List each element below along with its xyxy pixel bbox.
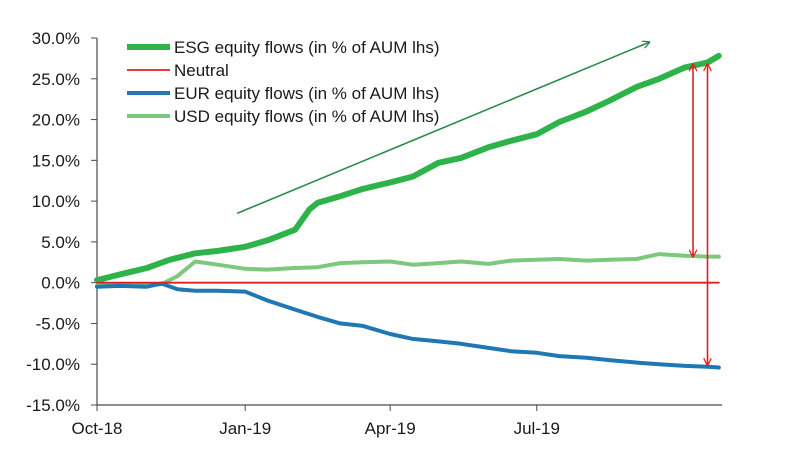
y-tick-label: 10.0% [32, 192, 80, 211]
y-tick-label: 5.0% [41, 233, 80, 252]
y-tick-label: 30.0% [32, 29, 80, 48]
legend: ESG equity flows (in % of AUM lhs) Neutra… [127, 38, 439, 126]
series-line-2 [95, 281, 721, 370]
x-tick-label: Jul-19 [514, 419, 560, 438]
legend-label-1: Neutral [174, 61, 229, 80]
x-tick-label: Jan-19 [219, 419, 271, 438]
plot-area [94, 52, 722, 370]
legend-label-3: USD equity flows (in % of AUM lhs) [174, 107, 439, 126]
x-tick-label: Oct-18 [71, 419, 122, 438]
x-axis: Oct-18 Jan-19 Apr-19 Jul-19 [71, 404, 722, 438]
trend-arrow [236, 42, 649, 215]
annotations [236, 42, 707, 365]
y-tick-label: -15.0% [26, 396, 80, 415]
y-axis: 30.0% 25.0% 20.0% 15.0% 10.0% 5.0% 0.0% -5.0% -1… [26, 29, 98, 415]
series-line-0 [94, 52, 722, 284]
y-tick-label: -5.0% [36, 314, 80, 333]
y-tick-label: 25.0% [32, 70, 80, 89]
legend-label-2: EUR equity flows (in % of AUM lhs) [174, 84, 439, 103]
y-tick-label: -10.0% [26, 355, 80, 374]
series-line-3 [95, 252, 721, 288]
legend-label-0: ESG equity flows (in % of AUM lhs) [174, 38, 439, 57]
x-tick-label: Apr-19 [365, 419, 416, 438]
y-tick-label: 15.0% [32, 151, 80, 170]
y-tick-label: 0.0% [41, 274, 80, 293]
y-tick-label: 20.0% [32, 111, 80, 130]
